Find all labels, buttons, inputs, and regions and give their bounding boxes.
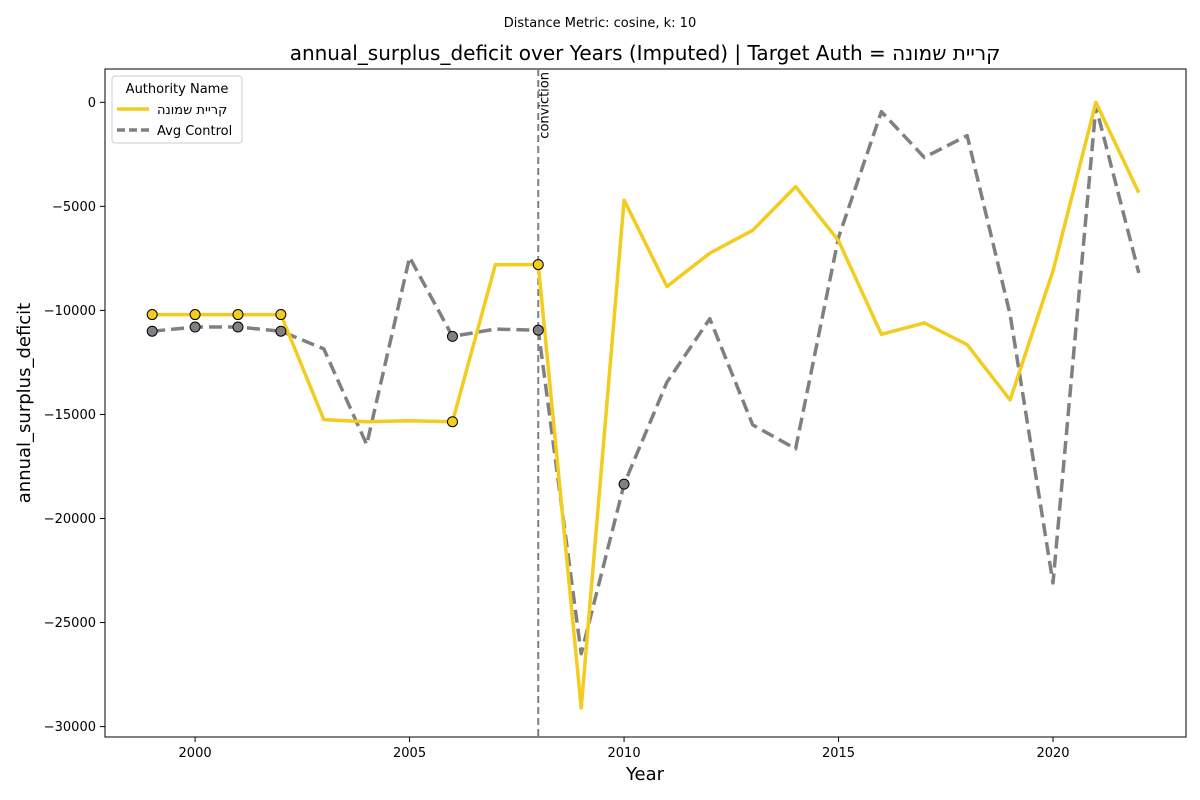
imputed-point-target (189, 309, 201, 321)
x-tick-label: 2000 (179, 746, 212, 761)
y-tick-label: −25000 (44, 616, 96, 631)
y-tick-label: −10000 (44, 304, 96, 319)
x-tick-label: 2005 (393, 746, 426, 761)
imputed-point-control (275, 325, 287, 337)
x-axis-label: Year (625, 764, 665, 785)
imputed-point-target (232, 309, 244, 321)
y-tick-label: −30000 (44, 720, 96, 735)
legend-label-control: Avg Control (157, 124, 232, 139)
imputed-points (146, 259, 630, 490)
y-tick-label: 0 (88, 96, 96, 111)
x-axis: 2000 2005 2010 2015 2020 (179, 737, 1070, 761)
chart-suptitle: Distance Metric: cosine, k: 10 (504, 16, 696, 31)
imputed-point-control (232, 321, 244, 333)
conviction-marker: conviction (537, 69, 552, 737)
x-tick-label: 2020 (1036, 746, 1069, 761)
legend-box (111, 75, 243, 144)
imputed-point-control (532, 324, 544, 336)
plot-area (104, 68, 1187, 738)
series-line-target (152, 100, 1141, 710)
legend-title: Authority Name (126, 82, 229, 97)
x-tick-label: 2010 (608, 746, 641, 761)
series-lines (152, 100, 1141, 710)
y-tick-label: −15000 (44, 408, 96, 423)
y-tick-label: −5000 (52, 200, 96, 215)
conviction-label: conviction (537, 72, 552, 139)
plot-frame (104, 68, 1187, 738)
imputed-point-control (618, 478, 630, 490)
imputed-point-target (532, 259, 544, 271)
y-axis-label: annual_surplus_deficit (14, 303, 35, 503)
chart-title: annual_surplus_deficit over Years (Imput… (290, 41, 1001, 65)
series-line-control (152, 104, 1141, 656)
imputed-point-control (446, 330, 458, 342)
y-axis: 0 −5000 −10000 −15000 −20000 −25000 −30000 (44, 96, 105, 735)
imputed-point-target (446, 416, 458, 428)
imputed-point-control (146, 325, 158, 337)
imputed-point-target (146, 309, 158, 321)
legend: Authority Name קריית שמונה Avg Control (111, 75, 243, 144)
y-tick-label: −20000 (44, 512, 96, 527)
imputed-point-target (275, 309, 287, 321)
x-tick-label: 2015 (822, 746, 855, 761)
imputed-point-control (189, 321, 201, 333)
legend-label-target: קריית שמונה (157, 103, 227, 118)
